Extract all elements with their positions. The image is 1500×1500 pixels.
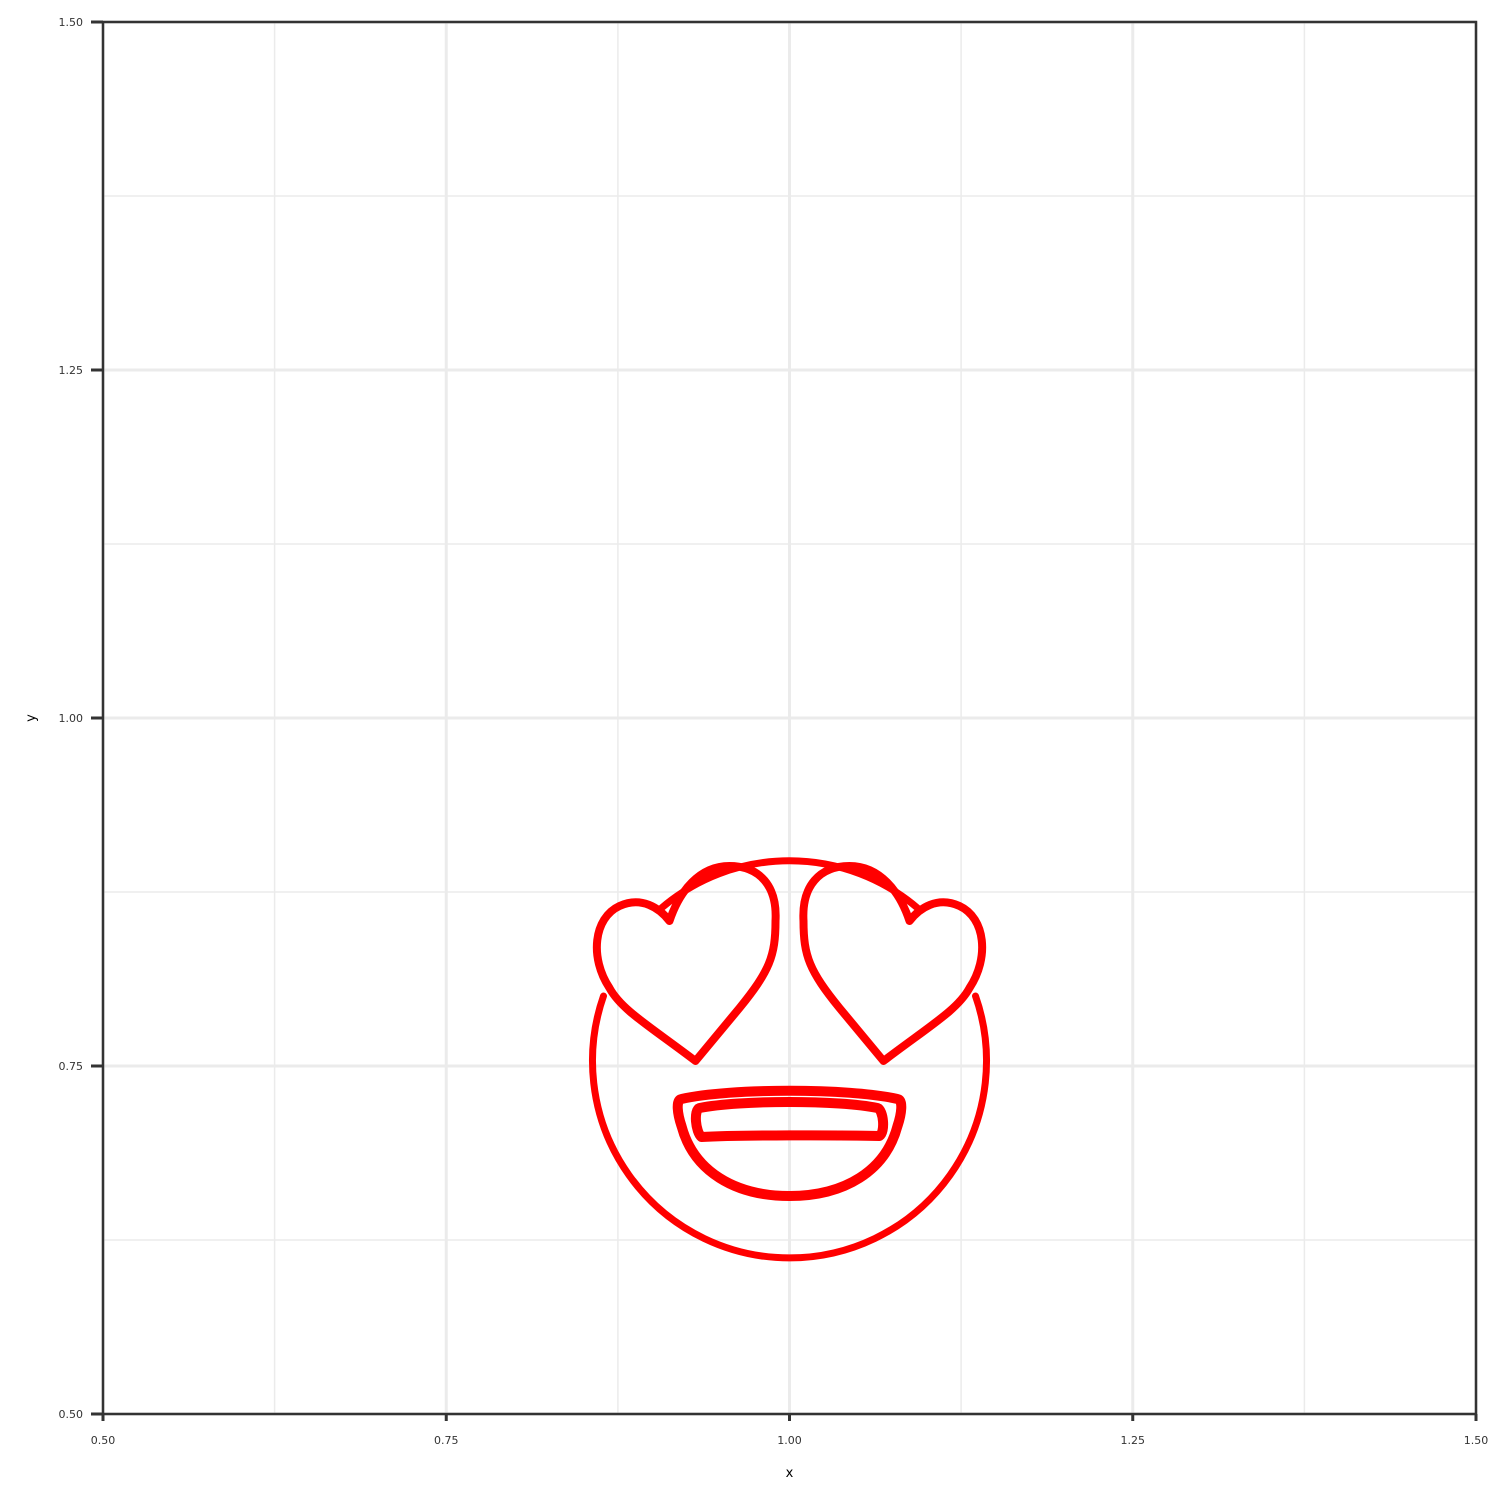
y-axis-title: y	[24, 714, 39, 722]
teeth	[690, 1097, 889, 1142]
x-tick-label: 0.75	[434, 1434, 459, 1447]
x-axis-title: x	[786, 1466, 794, 1481]
x-tick-label: 0.50	[91, 1434, 116, 1447]
axes: 0.50 0.75 1.00 1.25 1.50 0.50 0.75 1.00 1.25 1.50	[59, 16, 1489, 1447]
y-tick-label: 1.00	[59, 712, 84, 725]
right-heart-eye	[799, 862, 987, 1065]
y-tick-label: 0.50	[59, 1408, 84, 1421]
grid	[101, 20, 1478, 1416]
y-tick-label: 1.25	[59, 364, 84, 377]
y-tick-label: 0.75	[59, 1060, 84, 1073]
smiling-face-with-heart-eyes-icon	[589, 857, 990, 1262]
x-tick-label: 1.00	[777, 1434, 802, 1447]
emoji-layer	[589, 857, 990, 1262]
y-tick-label: 1.50	[59, 16, 84, 29]
left-heart-eye	[592, 862, 780, 1065]
x-tick-label: 1.50	[1464, 1434, 1489, 1447]
mouth-outline	[672, 1085, 907, 1201]
x-tick-label: 1.25	[1121, 1434, 1146, 1447]
